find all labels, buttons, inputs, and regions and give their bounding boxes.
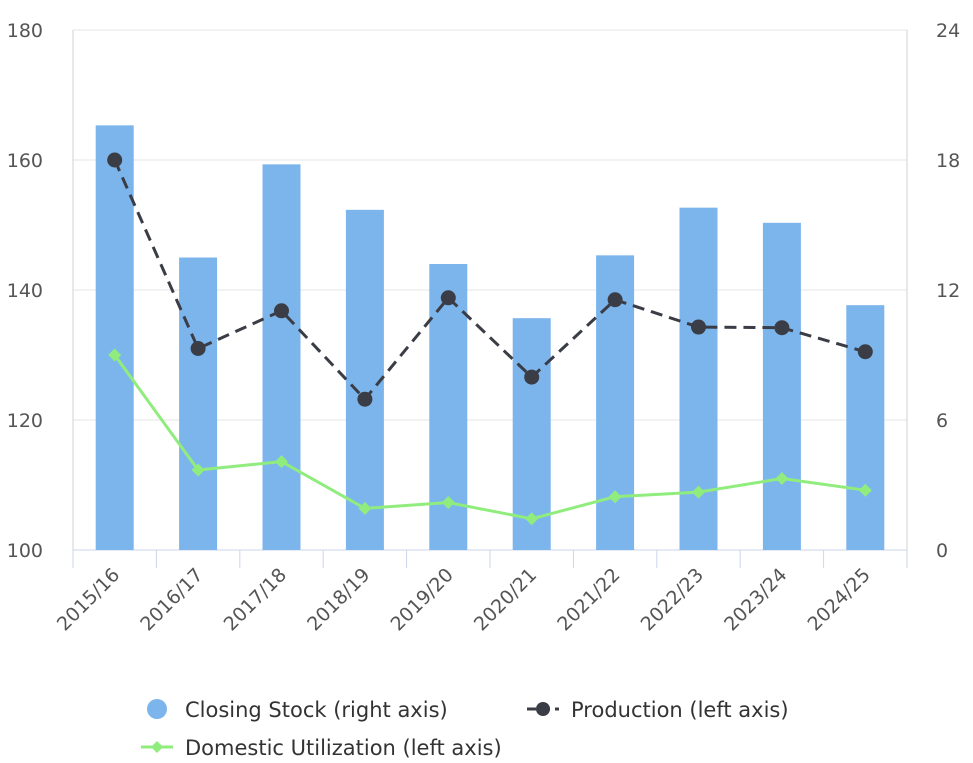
data-point[interactable] xyxy=(274,303,289,319)
data-point[interactable] xyxy=(525,512,539,526)
x-axis-tick-label: 2024/25 xyxy=(803,564,874,635)
x-axis-tick-label: 2022/23 xyxy=(637,564,708,635)
series-line xyxy=(113,159,866,401)
x-axis-tick-label: 2019/20 xyxy=(386,564,457,635)
legend-symbol-marker xyxy=(536,702,550,716)
x-axis-tick-label: 2015/16 xyxy=(53,564,124,635)
right-axis-tick-label: 6 xyxy=(936,410,948,432)
bar[interactable] xyxy=(345,209,384,551)
bar[interactable] xyxy=(179,257,218,551)
x-axis-tick-label: 2017/18 xyxy=(220,564,291,635)
bar[interactable] xyxy=(512,318,551,550)
data-point[interactable] xyxy=(775,472,789,485)
data-point[interactable] xyxy=(524,369,540,385)
bar[interactable] xyxy=(762,222,801,551)
data-point[interactable] xyxy=(440,290,456,306)
legend-label: Closing Stock (right axis) xyxy=(185,698,448,722)
x-axis-tick-label: 2018/19 xyxy=(303,564,374,635)
x-axis-tick-label: 2016/17 xyxy=(136,564,207,635)
data-point[interactable] xyxy=(691,319,706,335)
line-series xyxy=(107,152,873,526)
legend-label: Domestic Utilization (left axis) xyxy=(185,736,502,760)
x-axis-tick-label: 2020/21 xyxy=(470,564,541,635)
bar[interactable] xyxy=(262,164,301,551)
legend-label: Production (left axis) xyxy=(571,698,789,722)
left-axis-tick-label: 140 xyxy=(7,280,43,302)
data-point[interactable] xyxy=(107,152,123,168)
left-axis-tick-label: 100 xyxy=(7,540,43,562)
data-point[interactable] xyxy=(441,496,455,510)
legend[interactable]: Closing Stock (right axis) Production (le… xyxy=(141,698,789,760)
left-axis-tick-label: 160 xyxy=(7,150,43,172)
data-point[interactable] xyxy=(108,348,122,362)
data-point[interactable] xyxy=(358,501,372,515)
bar[interactable] xyxy=(846,305,885,550)
data-point[interactable] xyxy=(357,391,373,407)
data-point[interactable] xyxy=(857,344,873,360)
right-axis-tick-label: 0 xyxy=(936,540,948,562)
left-axis-tick-label: 180 xyxy=(7,20,43,42)
legend-item[interactable]: Production (left axis) xyxy=(527,698,789,722)
legend-symbol-bar xyxy=(147,699,167,719)
legend-item[interactable]: Closing Stock (right axis) xyxy=(147,698,448,722)
left-axis-tick-label: 120 xyxy=(7,410,43,432)
x-axis-tick-label: 2023/24 xyxy=(720,564,791,635)
legend-item[interactable]: Domestic Utilization (left axis) xyxy=(141,736,502,760)
data-point[interactable] xyxy=(607,292,623,308)
right-axis-tick-label: 12 xyxy=(936,280,960,302)
data-point[interactable] xyxy=(190,341,206,356)
data-point[interactable] xyxy=(692,485,705,499)
bar[interactable] xyxy=(95,125,134,550)
data-point[interactable] xyxy=(608,490,622,504)
data-point[interactable] xyxy=(191,463,205,477)
data-point[interactable] xyxy=(275,455,288,469)
data-point[interactable] xyxy=(858,483,872,497)
series-line xyxy=(113,354,866,521)
x-axis-tick-label: 2021/22 xyxy=(553,564,624,635)
right-axis-tick-label: 24 xyxy=(936,20,960,42)
data-point[interactable] xyxy=(774,320,790,336)
legend-symbol-marker xyxy=(151,741,163,753)
right-axis-tick-label: 18 xyxy=(936,150,960,172)
